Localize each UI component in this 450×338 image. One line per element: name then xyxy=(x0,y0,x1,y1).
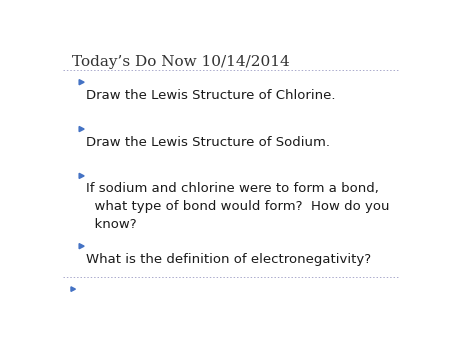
Text: What is the definition of electronegativity?: What is the definition of electronegativ… xyxy=(86,253,371,266)
Text: Draw the Lewis Structure of Sodium.: Draw the Lewis Structure of Sodium. xyxy=(86,136,330,149)
Polygon shape xyxy=(79,126,84,131)
Polygon shape xyxy=(79,244,84,249)
Text: Today’s Do Now 10/14/2014: Today’s Do Now 10/14/2014 xyxy=(72,55,290,69)
Polygon shape xyxy=(79,80,84,85)
Polygon shape xyxy=(79,173,84,178)
Text: If sodium and chlorine were to form a bond,
  what type of bond would form?  How: If sodium and chlorine were to form a bo… xyxy=(86,183,389,232)
Polygon shape xyxy=(71,287,76,291)
Text: Draw the Lewis Structure of Chlorine.: Draw the Lewis Structure of Chlorine. xyxy=(86,89,335,102)
